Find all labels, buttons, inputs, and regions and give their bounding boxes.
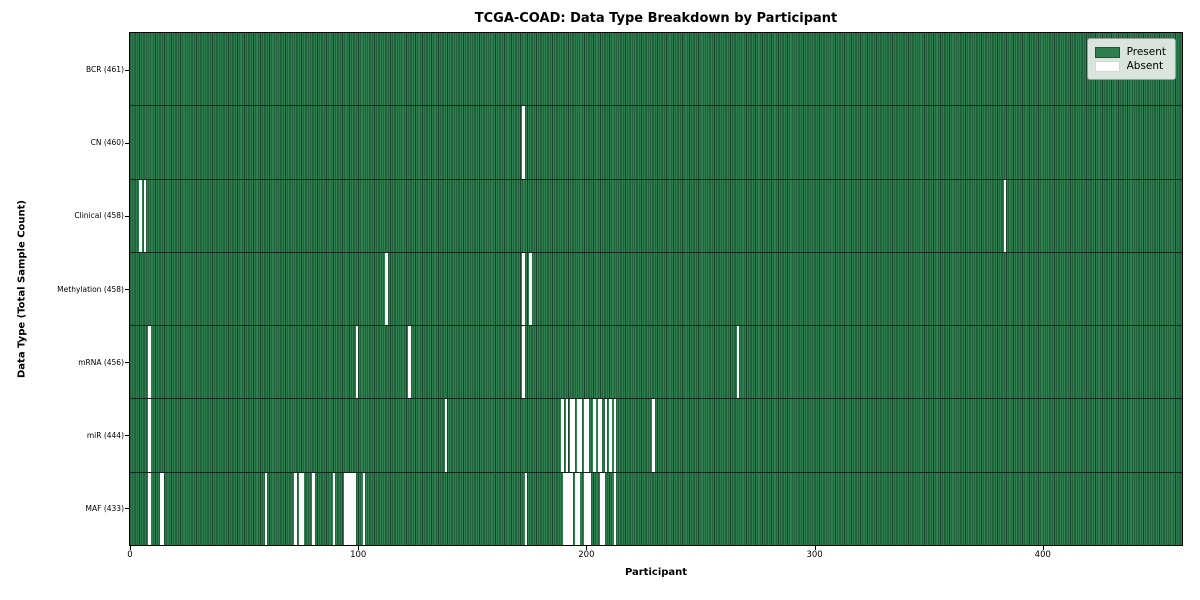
absent-stripe [563,472,566,545]
absent-stripe [301,472,304,545]
absent-stripe [444,399,448,472]
y-tick-label-mrna: mRNA (456) [78,357,124,367]
heatmap-row-bcr [130,33,1182,107]
absent-stripe [604,399,608,472]
absent-stripe [561,399,564,472]
absent-stripe [264,472,268,545]
absent-stripe [597,399,601,472]
heatmap-row-maf [130,472,1182,545]
y-tick-mark [125,289,129,290]
x-axis-label: Participant [624,567,688,578]
y-tick-label-bcr: BCR (461) [85,65,124,75]
x-tick-mark [586,546,588,550]
absent-stripe [385,252,388,326]
x-tick-mark [130,546,131,550]
y-tick-label-methylation: Methylation (458) [57,284,124,294]
absent-stripe [161,472,165,545]
legend-entry-present: Present [1094,46,1166,58]
absent-stripe [139,179,142,252]
absent-stripe [609,399,612,472]
absent-stripe [568,472,571,545]
y-tick-mark [125,69,129,71]
absent-stripe [344,472,347,545]
x-tick-mark [358,546,360,550]
absent-stripe [588,472,592,545]
absent-stripe [577,399,580,472]
heatmap-row-methylation [130,252,1182,327]
absent-stripe [362,472,366,545]
y-tick-label-mir: miR (444) [86,430,124,440]
chart-title: TCGA-COAD: Data Type Breakdown by Partic… [474,11,838,26]
absent-stripe [522,106,525,179]
absent-stripe [1003,179,1007,252]
present-swatch-icon [1094,46,1120,58]
x-tick-label-0: 0 [127,550,133,560]
absent-stripe [298,472,302,545]
legend-entry-absent: Absent [1094,60,1166,72]
absent-stripe [570,472,573,545]
absent-stripe [599,472,603,545]
plot-area: Present Absent [129,32,1183,546]
absent-stripe [524,472,528,545]
absent-stripe [312,472,315,545]
absent-stripe [570,399,573,472]
absent-stripe [353,472,357,545]
absent-stripe [613,399,617,472]
absent-stripe [294,472,297,545]
absent-stripe [159,472,163,545]
absent-stripe [599,399,603,472]
heatmap-row-mir [130,399,1182,473]
absent-stripe [332,472,336,545]
y-tick-mark [125,215,129,217]
x-tick-label-200: 200 [578,550,595,560]
x-tick-mark [814,546,816,550]
x-tick-label-100: 100 [350,550,367,560]
y-tick-label-maf: MAF (433) [85,503,124,513]
absent-stripe [574,472,578,545]
absent-stripe [355,326,359,399]
absent-stripe [577,472,580,545]
y-tick-mark [125,435,129,437]
absent-stripe [351,472,354,545]
absent-stripe [348,472,352,545]
legend-absent-label: Absent [1126,60,1164,72]
absent-stripe [565,399,569,472]
absent-stripe [586,472,589,545]
y-tick-mark [125,142,129,144]
y-tick-label-clinical: Clinical (458) [74,211,124,221]
absent-stripe [572,399,576,472]
legend: Present Absent [1086,38,1176,80]
absent-stripe [613,472,617,545]
absent-swatch-icon [1094,60,1120,72]
y-tick-label-cn: CN (460) [90,138,124,148]
absent-stripe [652,399,655,472]
absent-stripe [148,326,151,399]
x-tick-mark [1042,546,1044,550]
absent-stripe [579,399,582,472]
absent-stripe [143,179,147,252]
absent-stripe [346,472,350,545]
absent-stripe [586,399,589,472]
absent-stripe [408,326,411,399]
absent-stripe [602,472,605,545]
y-tick-mark [125,508,129,510]
x-tick-label-300: 300 [806,550,823,560]
absent-stripe [522,252,525,326]
absent-stripe [565,472,569,545]
absent-stripe [736,326,740,399]
absent-stripe [584,399,587,472]
absent-stripe [584,472,587,545]
heatmap-row-clinical [130,179,1182,253]
heatmap-row-mrna [130,326,1182,400]
y-tick-mark [125,362,129,364]
legend-present-label: Present [1126,46,1166,58]
absent-stripe [529,252,532,326]
absent-stripe [148,472,151,545]
absent-stripe [593,399,596,472]
absent-stripe [522,326,525,399]
absent-stripe [148,399,151,472]
x-tick-label-400: 400 [1034,550,1051,560]
heatmap-row-cn [130,106,1182,180]
